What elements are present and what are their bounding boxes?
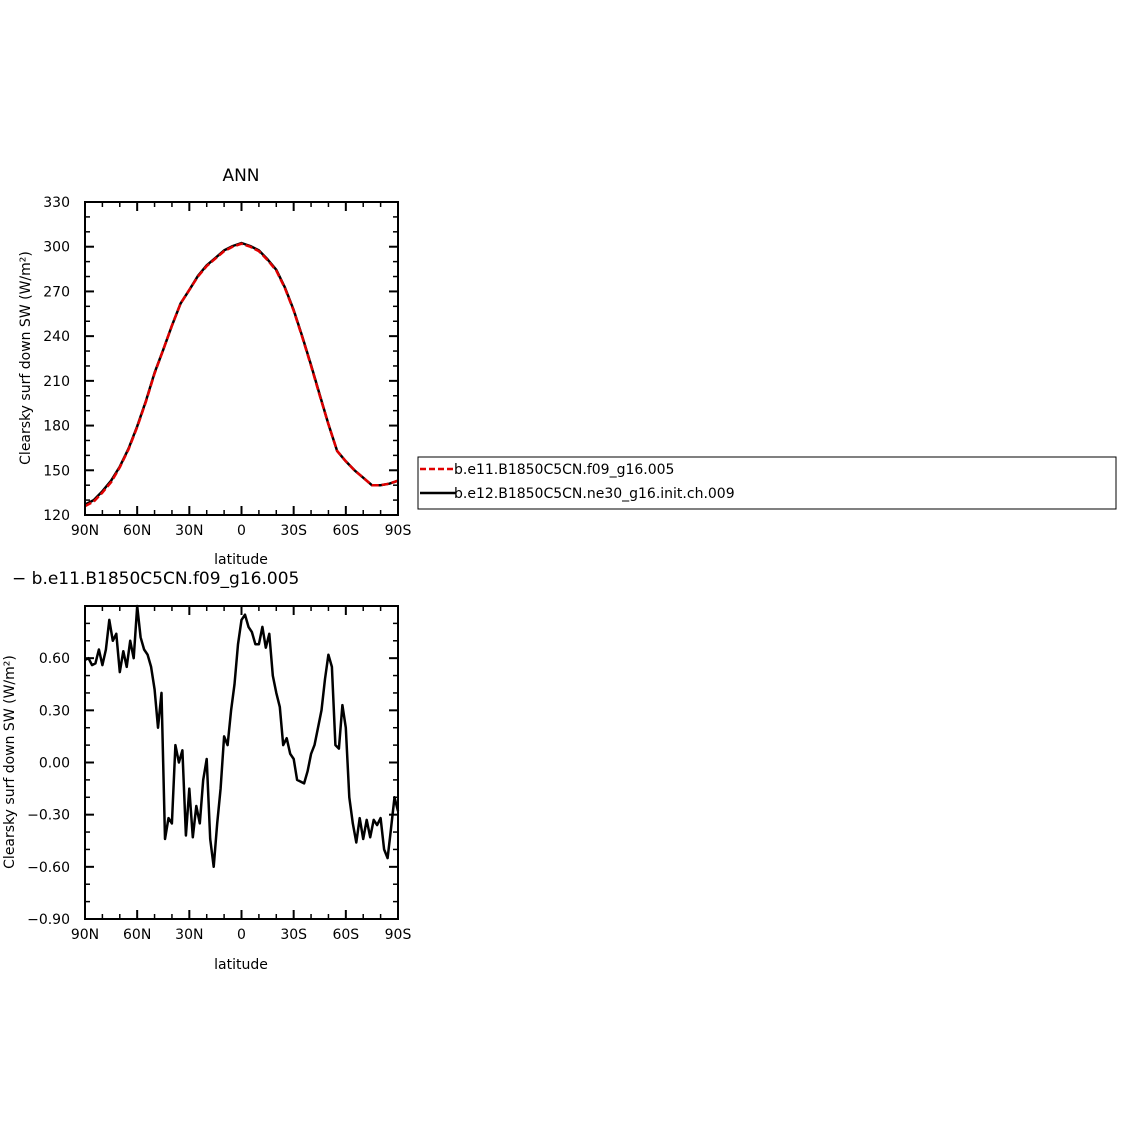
bottom-xtick-label: 30S	[280, 927, 307, 943]
top-chart-ylabel: Clearsky surf down SW (W/m²)	[18, 251, 34, 465]
top-ytick-label: 240	[43, 329, 70, 345]
legend-box	[417, 456, 1117, 510]
bottom-series-line-1	[84, 604, 400, 869]
top-series-line-1	[84, 242, 399, 508]
legend-label-series-2: b.e12.B1850C5CN.ne30_g16.init.ch.009	[454, 486, 735, 502]
bottom-ytick-label: 0.30	[39, 703, 70, 719]
bottom-ytick-label: −0.90	[27, 912, 70, 928]
bottom-ytick-label: −0.30	[27, 808, 70, 824]
top-ytick-label: 210	[43, 374, 70, 390]
top-ytick-label: 330	[43, 195, 70, 211]
top-ytick-label: 180	[43, 419, 70, 435]
bottom-chart-title: − b.e11.B1850C5CN.f09_g16.005	[12, 569, 299, 589]
legend-label-series-1: b.e11.B1850C5CN.f09_g16.005	[454, 462, 674, 478]
legend: b.e11.B1850C5CN.f09_g16.005 b.e12.B1850C…	[417, 456, 1117, 510]
top-xtick-label: 90S	[385, 523, 412, 539]
top-chart-ticks: 90N 60N 30N 0 30S 60S 90S 120 150 180 210 240 270 300…	[43, 195, 411, 539]
bottom-chart-panel: − b.e11.B1850C5CN.f09_g16.005 Clearsky s…	[2, 569, 411, 973]
top-xtick-label: 30S	[280, 523, 307, 539]
top-chart-title: ANN	[222, 166, 259, 186]
bottom-chart-ylabel: Clearsky surf down SW (W/m²)	[2, 655, 18, 869]
top-ytick-label: 300	[43, 240, 70, 256]
bottom-xtick-label: 90N	[71, 927, 99, 943]
top-ytick-label: 270	[43, 284, 70, 300]
bottom-xtick-label: 60S	[332, 927, 359, 943]
top-chart-series	[84, 241, 399, 508]
top-xtick-label: 30N	[175, 523, 203, 539]
bottom-chart-series	[84, 604, 400, 869]
top-ytick-label: 120	[43, 508, 70, 524]
top-chart-panel: ANN Clearsky surf down SW (W/m²) latitud…	[18, 166, 411, 568]
bottom-xtick-label: 0	[237, 927, 246, 943]
bottom-ytick-label: 0.00	[39, 756, 70, 772]
top-xtick-label: 60N	[123, 523, 151, 539]
bottom-chart-xlabel: latitude	[214, 957, 268, 973]
bottom-ytick-label: −0.60	[27, 860, 70, 876]
bottom-xtick-label: 60N	[123, 927, 151, 943]
top-chart-frame	[84, 201, 399, 516]
top-chart-xlabel: latitude	[214, 552, 268, 568]
top-xtick-label: 60S	[332, 523, 359, 539]
top-xtick-label: 0	[237, 523, 246, 539]
bottom-xtick-label: 90S	[385, 927, 412, 943]
bottom-xtick-label: 30N	[175, 927, 203, 943]
bottom-ytick-label: 0.60	[39, 651, 70, 667]
top-xtick-label: 90N	[71, 523, 99, 539]
bottom-chart-frame	[84, 605, 399, 920]
top-ytick-label: 150	[43, 463, 70, 479]
